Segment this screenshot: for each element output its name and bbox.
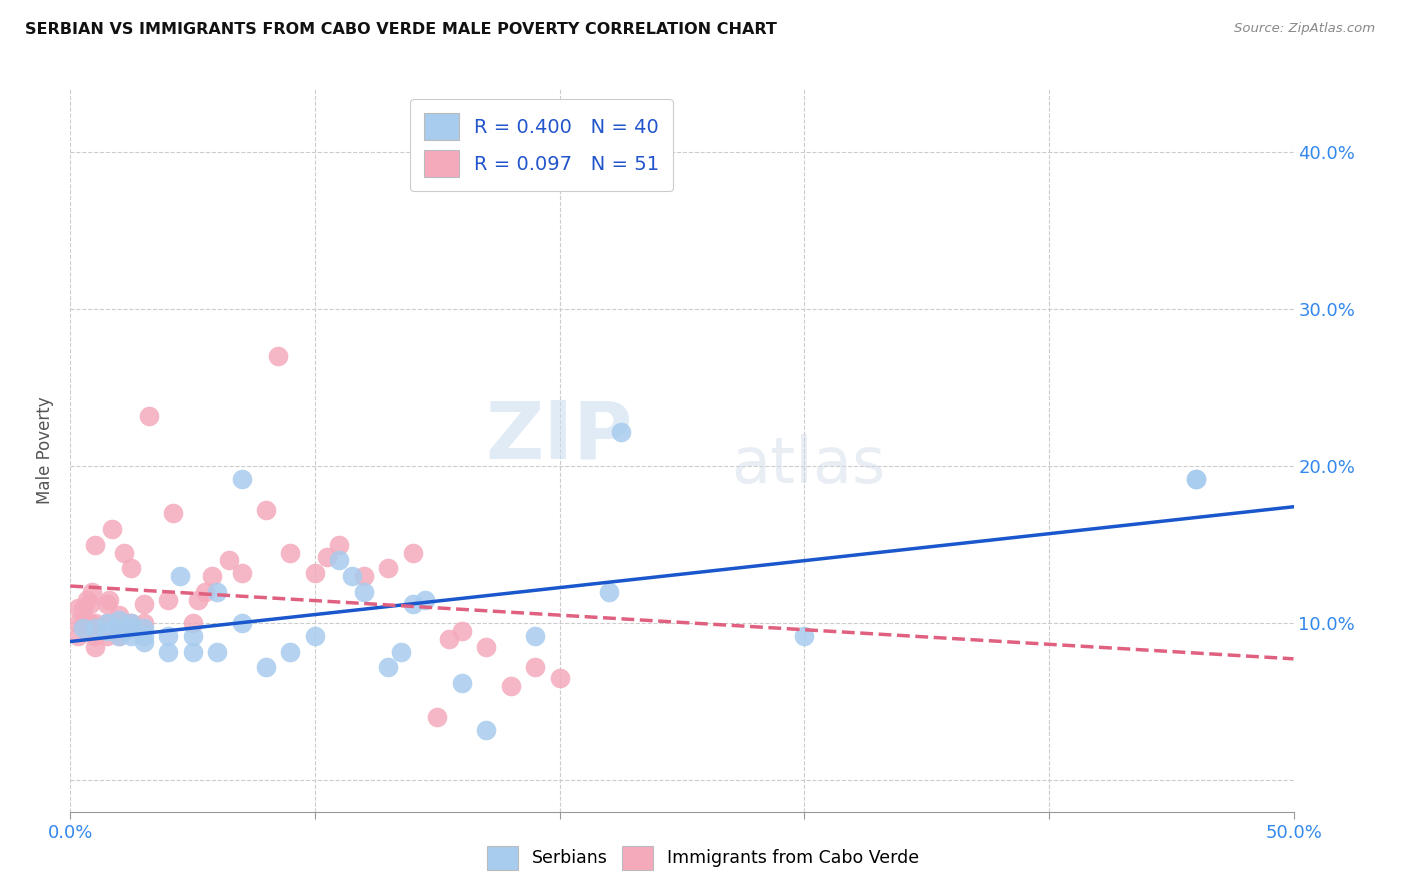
Point bbox=[450, 624, 472, 639]
Point bbox=[108, 608, 131, 623]
Point bbox=[83, 538, 105, 552]
Point bbox=[162, 506, 184, 520]
Point bbox=[426, 710, 449, 724]
Point bbox=[402, 598, 425, 612]
Point bbox=[138, 409, 160, 423]
Point bbox=[132, 621, 155, 635]
Point bbox=[72, 616, 94, 631]
Point bbox=[83, 640, 105, 654]
Point bbox=[793, 629, 815, 643]
Point bbox=[169, 569, 191, 583]
Point bbox=[132, 598, 155, 612]
Point bbox=[280, 644, 302, 658]
Point bbox=[121, 616, 143, 631]
Point bbox=[108, 629, 131, 643]
Point bbox=[231, 616, 253, 631]
Point bbox=[66, 629, 89, 643]
Point bbox=[132, 629, 155, 643]
Point bbox=[328, 553, 350, 567]
Point bbox=[267, 349, 290, 363]
Point bbox=[96, 629, 118, 643]
Point bbox=[328, 538, 350, 552]
Point bbox=[316, 550, 339, 565]
Text: atlas: atlas bbox=[731, 434, 886, 496]
Point bbox=[66, 616, 89, 631]
Point bbox=[83, 629, 105, 643]
Point bbox=[157, 644, 180, 658]
Point bbox=[121, 561, 143, 575]
Y-axis label: Male Poverty: Male Poverty bbox=[35, 397, 53, 504]
Point bbox=[79, 616, 101, 631]
Text: ZIP: ZIP bbox=[485, 397, 633, 475]
Point bbox=[76, 592, 98, 607]
Point bbox=[72, 621, 94, 635]
Point bbox=[1184, 472, 1206, 486]
Point bbox=[96, 624, 118, 639]
Point bbox=[96, 598, 118, 612]
Point bbox=[157, 629, 180, 643]
Point bbox=[231, 472, 253, 486]
Point bbox=[254, 503, 277, 517]
Point bbox=[1184, 472, 1206, 486]
Point bbox=[205, 644, 228, 658]
Point bbox=[98, 592, 121, 607]
Point bbox=[389, 644, 412, 658]
Point bbox=[304, 566, 326, 580]
Point bbox=[83, 621, 105, 635]
Point bbox=[108, 621, 131, 635]
Point bbox=[112, 624, 135, 639]
Point bbox=[254, 660, 277, 674]
Point bbox=[121, 616, 143, 631]
Point bbox=[121, 629, 143, 643]
Point bbox=[231, 566, 253, 580]
Point bbox=[121, 621, 143, 635]
Point bbox=[101, 522, 124, 536]
Point bbox=[413, 592, 436, 607]
Point bbox=[475, 640, 498, 654]
Point bbox=[157, 592, 180, 607]
Point bbox=[353, 584, 375, 599]
Point bbox=[201, 569, 224, 583]
Point bbox=[377, 660, 399, 674]
Point bbox=[96, 616, 118, 631]
Point bbox=[181, 644, 204, 658]
Point bbox=[218, 553, 240, 567]
Point bbox=[194, 584, 217, 599]
Point bbox=[475, 723, 498, 737]
Point bbox=[205, 584, 228, 599]
Point bbox=[66, 600, 89, 615]
Point bbox=[132, 635, 155, 649]
Point bbox=[304, 629, 326, 643]
Point bbox=[377, 561, 399, 575]
Legend: Serbians, Immigrants from Cabo Verde: Serbians, Immigrants from Cabo Verde bbox=[478, 837, 928, 879]
Point bbox=[79, 598, 101, 612]
Point bbox=[108, 613, 131, 627]
Point bbox=[96, 616, 118, 631]
Point bbox=[340, 569, 363, 583]
Point bbox=[280, 545, 302, 559]
Point bbox=[72, 600, 94, 615]
Legend: R = 0.400   N = 40, R = 0.097   N = 51: R = 0.400 N = 40, R = 0.097 N = 51 bbox=[411, 99, 673, 191]
Point bbox=[132, 616, 155, 631]
Point bbox=[402, 545, 425, 559]
Point bbox=[450, 676, 472, 690]
Point bbox=[439, 632, 461, 646]
Point bbox=[598, 584, 620, 599]
Point bbox=[181, 616, 204, 631]
Point bbox=[524, 660, 547, 674]
Point bbox=[112, 545, 135, 559]
Text: SERBIAN VS IMMIGRANTS FROM CABO VERDE MALE POVERTY CORRELATION CHART: SERBIAN VS IMMIGRANTS FROM CABO VERDE MA… bbox=[25, 22, 778, 37]
Point bbox=[186, 592, 208, 607]
Point bbox=[83, 616, 105, 631]
Text: Source: ZipAtlas.com: Source: ZipAtlas.com bbox=[1234, 22, 1375, 36]
Point bbox=[181, 629, 204, 643]
Point bbox=[353, 569, 375, 583]
Point bbox=[499, 679, 522, 693]
Point bbox=[610, 425, 633, 439]
Point bbox=[548, 671, 571, 685]
Point bbox=[108, 629, 131, 643]
Point bbox=[82, 584, 104, 599]
Point bbox=[524, 629, 547, 643]
